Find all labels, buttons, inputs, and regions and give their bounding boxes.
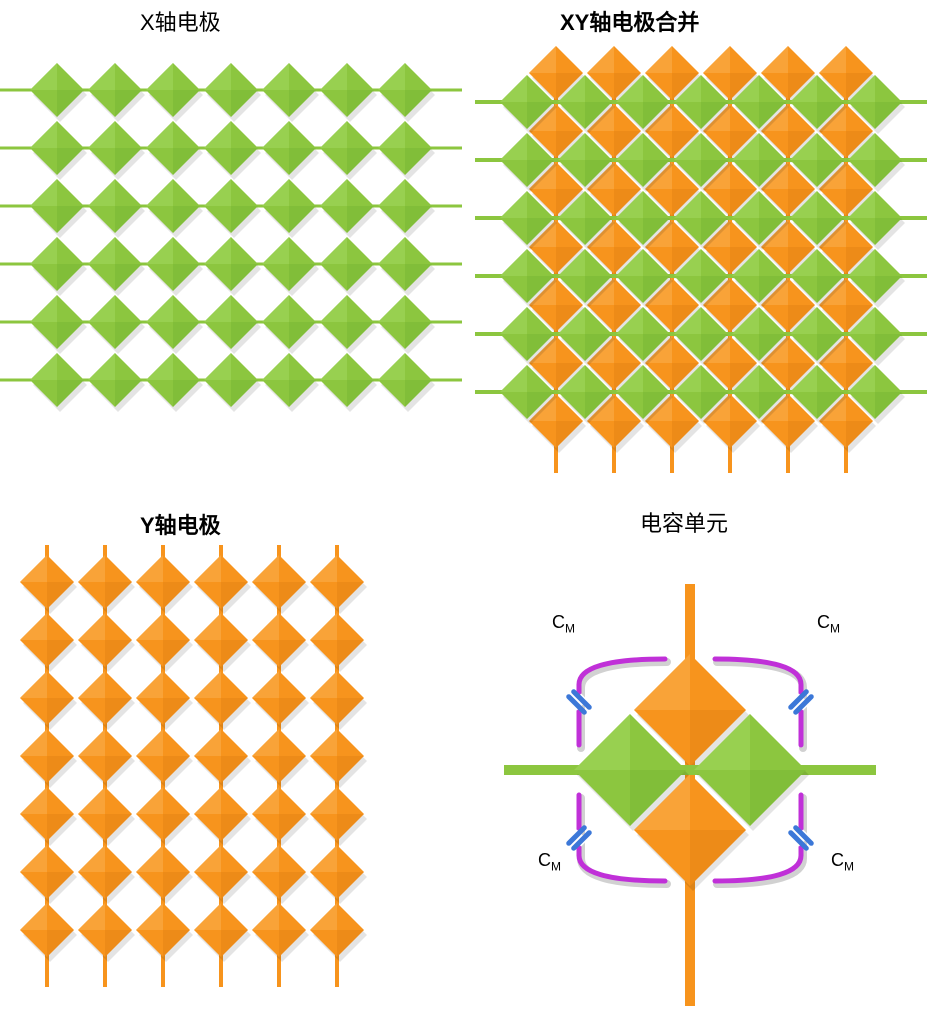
- panel-x-electrodes: [0, 58, 450, 428]
- panel-y-title: Y轴电极: [140, 508, 221, 540]
- panel-y-electrodes: [15, 545, 395, 1025]
- panel-x-title: X轴电极: [140, 5, 221, 37]
- panel-cell-title: 电容单元: [640, 506, 728, 538]
- panel-xy-title: XY轴电极合并: [560, 5, 699, 37]
- panel-capacitor-cell: [455, 560, 925, 1020]
- panel-xy-combined: [475, 50, 925, 450]
